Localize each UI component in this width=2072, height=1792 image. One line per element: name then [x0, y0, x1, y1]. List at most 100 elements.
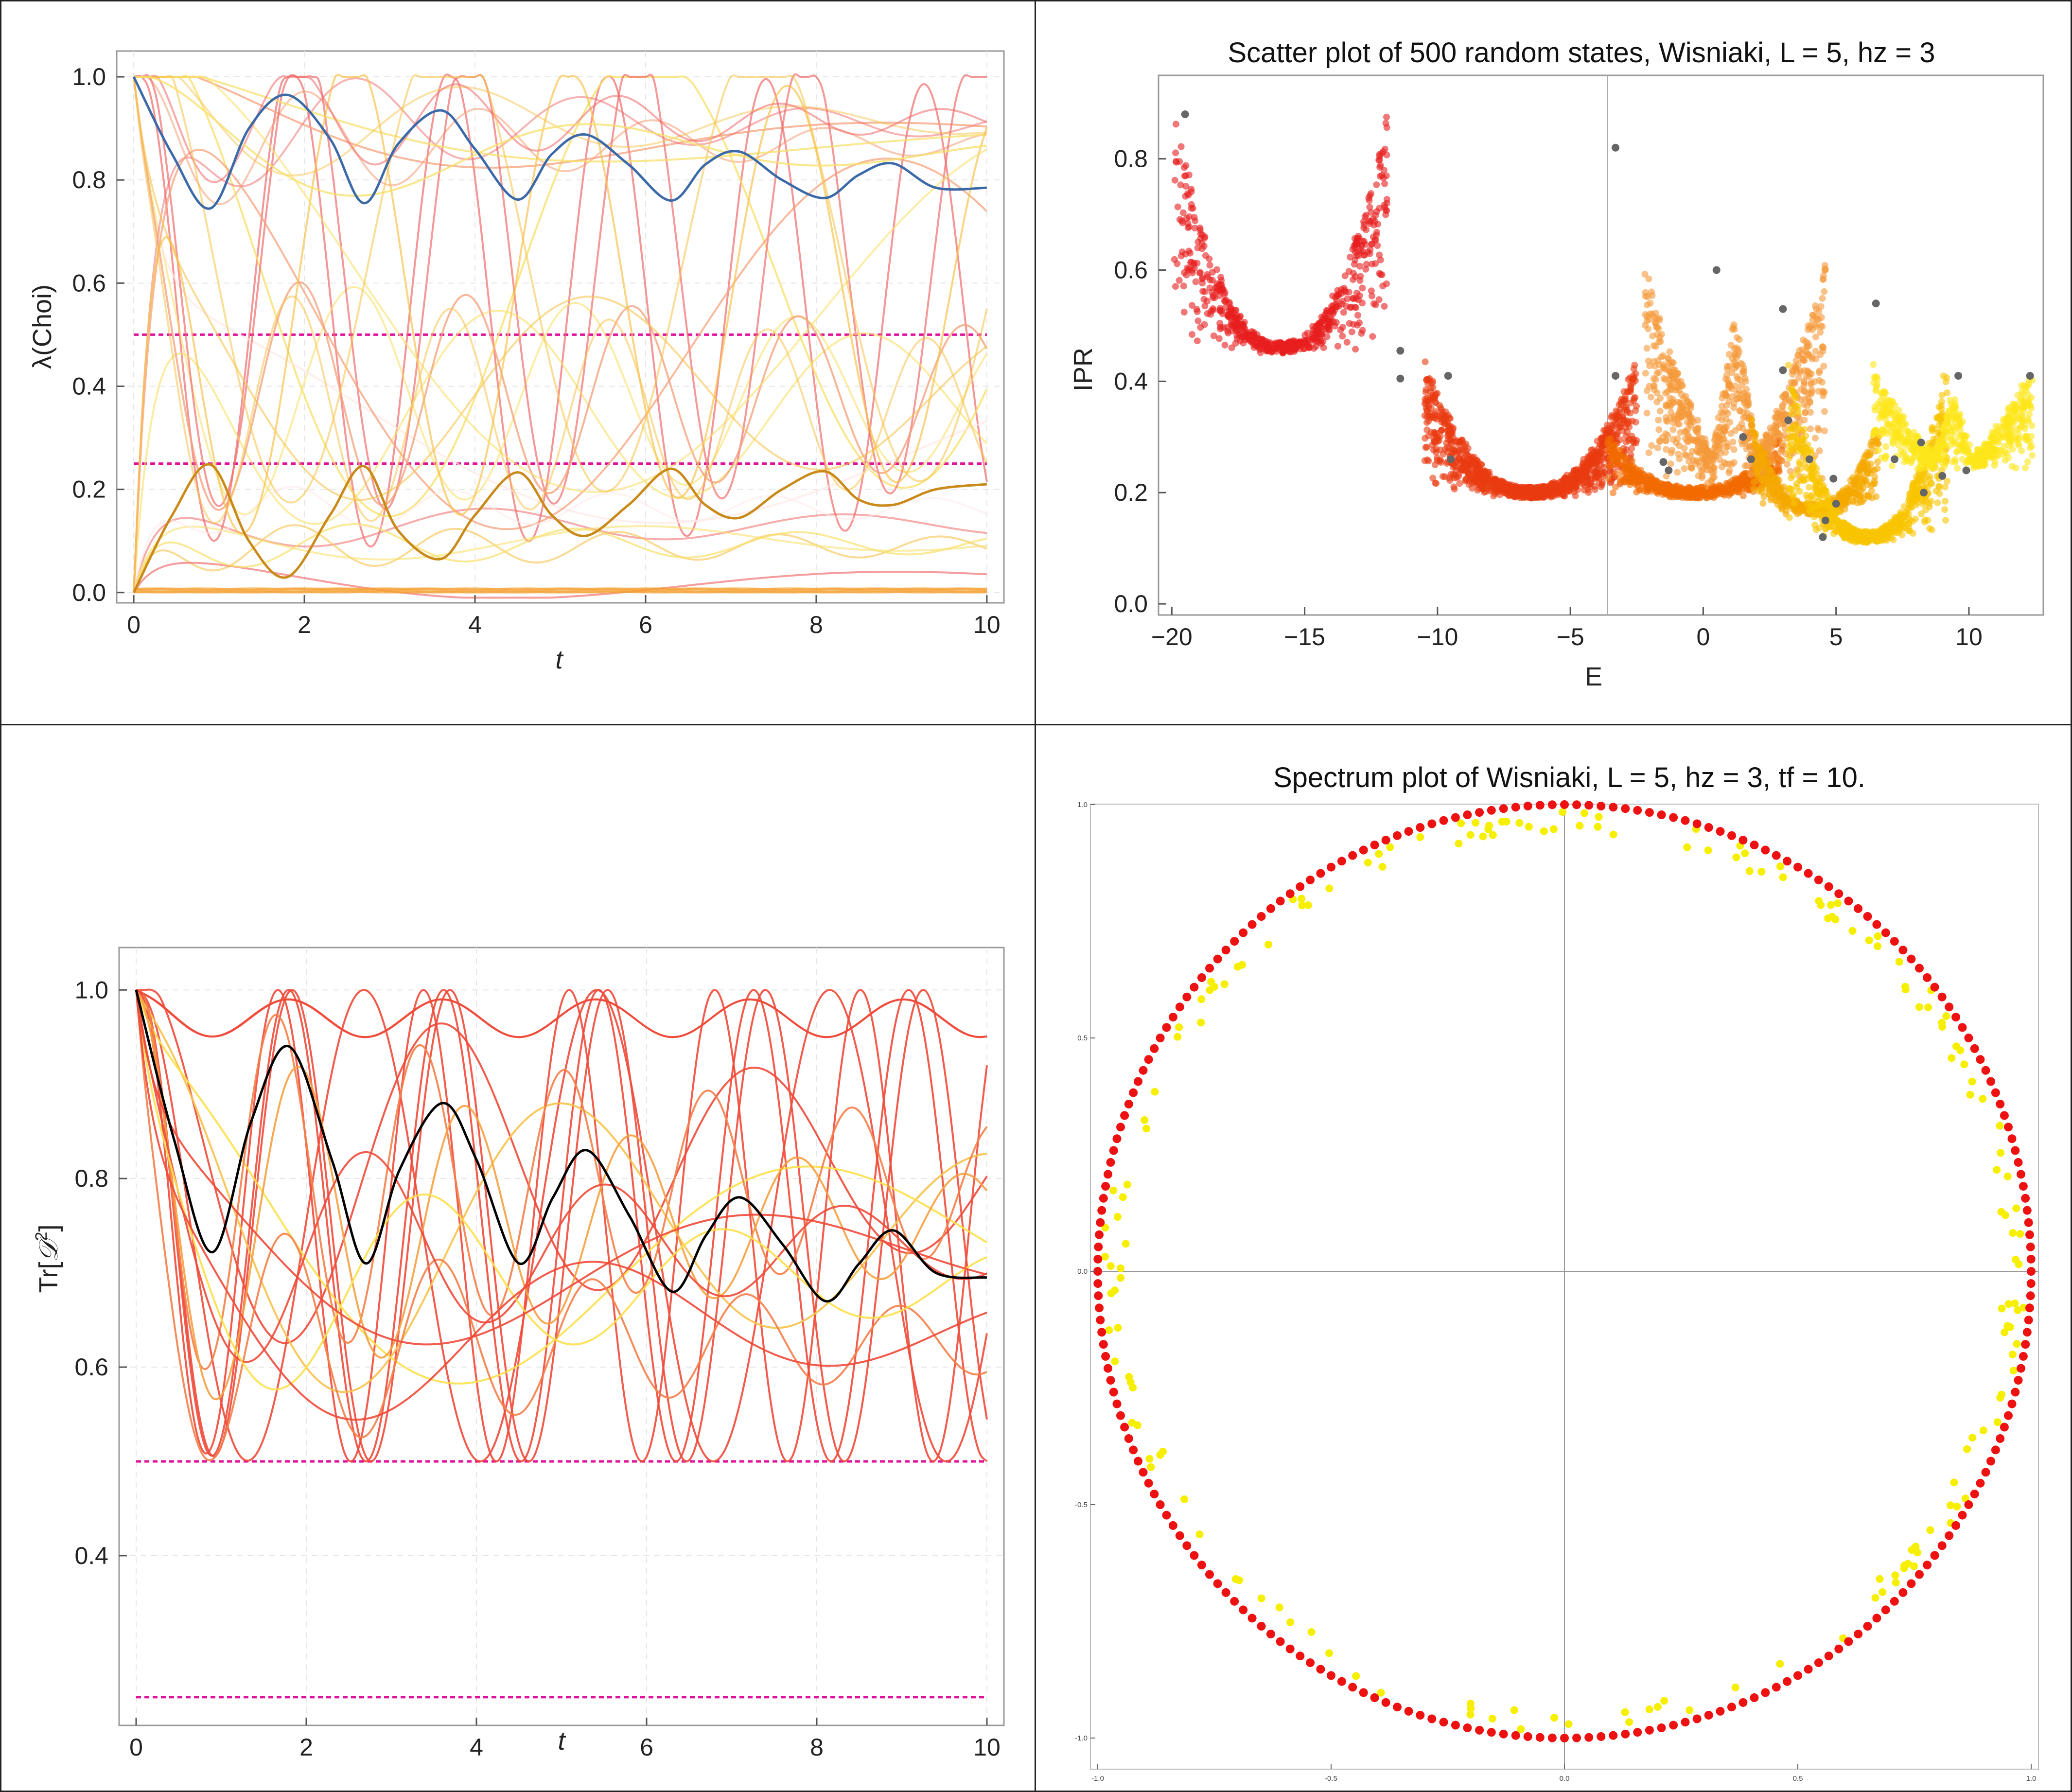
ipr-point [1383, 114, 1390, 121]
ipr-point [1763, 436, 1770, 442]
ipr-point [1207, 262, 1213, 269]
ipr-point [1703, 462, 1710, 469]
ipr-point [1194, 317, 1201, 324]
ipr-point [1565, 481, 1572, 488]
ipr-point [1721, 459, 1728, 466]
ipr-point [1726, 351, 1733, 358]
ipr-point [1367, 250, 1373, 257]
ipr-point [1326, 327, 1333, 334]
ipr-point [1666, 349, 1673, 355]
ipr-point [1193, 279, 1199, 285]
ipr-point [1450, 446, 1457, 453]
ipr-point [1800, 357, 1807, 364]
ipr-point [1655, 426, 1662, 433]
ipr-point [1791, 395, 1798, 402]
ipr-point [1384, 152, 1390, 158]
ipr-point [1481, 471, 1488, 477]
ipr-point [1725, 492, 1732, 499]
ipr-point [1767, 497, 1774, 504]
ipr-point [1818, 501, 1825, 508]
ipr-point [1201, 243, 1208, 249]
ipr-point [1807, 425, 1814, 432]
ipr-point [1605, 436, 1612, 442]
ipr-point [1789, 387, 1795, 393]
ipr-point [1802, 409, 1809, 416]
x-tick-label: 6 [639, 611, 652, 638]
ipr-point [1353, 295, 1360, 302]
ipr-point [1716, 433, 1722, 440]
ipr-point [1905, 527, 1912, 534]
ipr-point [1806, 507, 1813, 513]
ipr-point [1905, 510, 1912, 517]
ipr-point [1219, 310, 1226, 317]
ipr-point [1259, 338, 1265, 345]
ipr-point [1583, 474, 1590, 480]
ipr-point [1776, 468, 1783, 475]
ipr-point [1185, 192, 1192, 198]
ipr-point [1990, 454, 1997, 461]
ipr-point [1893, 413, 1899, 420]
ipr-point [1788, 474, 1794, 481]
ipr-point [1864, 453, 1871, 459]
ipr-point [1201, 288, 1208, 295]
ipr-point [1708, 478, 1715, 485]
ipr-point [1376, 153, 1383, 160]
ipr-point [1667, 403, 1674, 410]
ipr-point [1342, 289, 1349, 296]
x-tick-label: 10 [973, 611, 1001, 638]
ipr-point [1679, 405, 1686, 412]
ipr-point [1798, 476, 1805, 483]
choi-series [134, 74, 987, 598]
ipr-point [1807, 398, 1813, 405]
ipr-point [1172, 177, 1178, 184]
ipr-point [1237, 314, 1244, 320]
ipr-point [1941, 463, 1948, 470]
ipr-point [1187, 250, 1194, 257]
ipr-point [1809, 471, 1815, 477]
ipr-point [1356, 263, 1363, 270]
ipr-point [1831, 508, 1838, 514]
x-tick-label: 8 [809, 611, 823, 638]
ipr-point [1700, 457, 1706, 463]
ipr-point [1719, 485, 1726, 492]
ipr-point [1194, 245, 1201, 251]
ipr-point [2028, 433, 2035, 440]
ipr-point [2024, 458, 2031, 465]
ipr-point [1942, 498, 1949, 505]
ipr-point [1265, 345, 1272, 351]
ipr-point [1384, 124, 1390, 131]
ipr-point [1369, 261, 1375, 267]
ipr-point [1311, 345, 1317, 352]
ipr-point [2018, 447, 2025, 454]
ipr-point [1582, 467, 1589, 474]
ipr-point [1786, 514, 1793, 521]
ipr-point [1804, 495, 1811, 502]
ipr-point [1802, 338, 1809, 345]
ipr-point [1731, 358, 1738, 365]
ipr-point [1617, 436, 1624, 443]
y-tick-label: 0.4 [72, 372, 106, 400]
ipr-point [1427, 395, 1434, 402]
ipr-point [1816, 377, 1823, 384]
ipr-point [1873, 537, 1879, 544]
ipr-point [1868, 482, 1875, 489]
ipr-point [1176, 216, 1183, 223]
ipr-point [1772, 490, 1779, 497]
ipr-point [1665, 482, 1672, 489]
ipr-point [1678, 484, 1685, 491]
ipr-point [1428, 429, 1435, 436]
ipr-point [1172, 149, 1179, 156]
ipr-point [1653, 315, 1660, 322]
ipr-point [1867, 461, 1874, 468]
ipr-point [1942, 484, 1949, 491]
ipr-point [1377, 173, 1384, 180]
ipr-point [1356, 319, 1363, 326]
ipr-point [1504, 491, 1510, 498]
ipr-point [1949, 432, 1955, 439]
ipr-point [1735, 395, 1742, 402]
ipr-point [1996, 423, 2003, 430]
ipr-point [1178, 143, 1185, 150]
ipr-point [1733, 344, 1740, 351]
ipr-point [1698, 489, 1704, 495]
ipr-point [1740, 480, 1747, 487]
